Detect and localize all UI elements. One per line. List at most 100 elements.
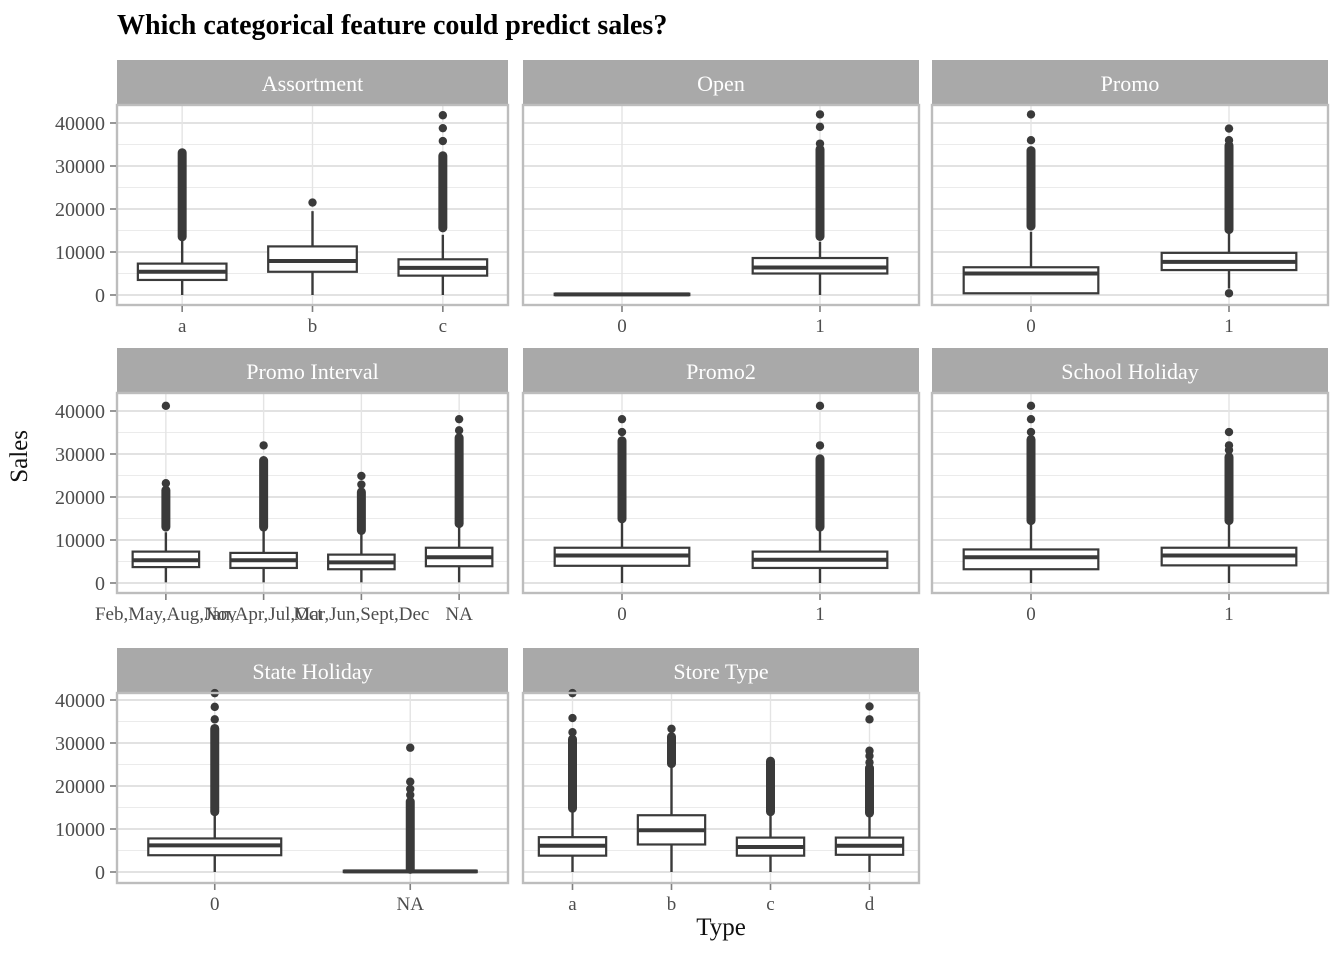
facet-strip [932,60,1328,105]
outlier-band [405,797,415,874]
chart-title: Which categorical feature could predict … [117,10,668,41]
x-tick-label: Feb,May,Aug,Nov [95,604,237,625]
panel-border [521,391,921,595]
outlier-band [667,732,676,769]
outlier-point [667,724,676,734]
x-tick-label: a [178,316,187,337]
outlier-band [617,436,627,524]
boxplot [1160,427,1298,583]
outlier-band [438,151,448,233]
panel-border [521,691,921,885]
x-tick-label: d [865,894,875,915]
outlier-band [1026,434,1036,526]
outlier-point [308,198,317,207]
y-tick-label: 0 [95,285,105,307]
outlier-point [617,414,627,424]
facet-panel: Promo2 0 1 [521,348,921,625]
outlier-point [259,441,268,450]
outlier-point [1224,124,1234,133]
y-tick-label: 0 [95,862,105,884]
x-tick-label: 1 [1224,604,1234,625]
boxplot [131,401,201,583]
outlier-point [438,123,448,133]
facet-strip [117,648,508,693]
outlier-point [454,426,464,435]
facet-panel: Store Type a b c d [521,648,921,915]
outlier-point [406,784,415,794]
facet-strip-label: Assortment [262,71,363,96]
outlier-band [1026,146,1036,231]
outlier-point [1026,136,1036,145]
facet-strip [523,648,919,693]
facet-panel: Assortment a b c 0 10000 20000 30000 40000 [55,60,510,337]
panel-border [521,103,921,307]
outlier-band [865,763,874,818]
boxplot [147,688,283,872]
outlier-band [161,485,171,532]
outlier-point [357,471,366,481]
panel-border [115,691,510,885]
outlier-band [1224,140,1234,235]
boxplot [962,401,1100,583]
box-iqr [962,548,1100,571]
x-tick-label: 0 [1026,316,1036,337]
outlier-point [1026,401,1036,411]
outlier-point [1224,289,1234,298]
outlier-point [865,702,874,711]
boxplot [229,441,298,583]
boxplot [553,414,691,583]
x-tick-label: NA [397,894,425,915]
x-tick-label: a [568,894,577,915]
y-tick-label: 30000 [55,156,105,178]
outlier-point [1224,427,1234,437]
x-tick-label: 1 [815,604,825,625]
facet-panel: State Holiday 0 NA 0 10000 20000 30000 40000 [55,648,510,915]
boxplot [327,471,396,583]
panel-border [115,103,510,307]
outlier-point [406,743,415,752]
x-tick-label: 0 [1026,604,1036,625]
boxplot [751,401,889,583]
outlier-point [865,746,874,755]
outlier-point [815,139,825,148]
outlier-point [617,427,627,437]
boxplot [397,111,489,295]
panel-border [930,103,1330,307]
facet-panel: Open 0 1 [521,60,921,337]
boxplot [342,743,478,874]
panel-background [523,105,919,305]
outlier-point [1026,427,1036,437]
boxplot [636,724,707,872]
x-tick-label: c [439,316,447,337]
outlier-point [568,728,577,737]
outlier-point [210,715,219,724]
facet-strip-label: Open [697,71,745,96]
outlier-point [161,479,171,488]
x-tick-label: 1 [1224,316,1234,337]
outlier-point [815,122,825,132]
x-tick-label: 0 [617,604,627,625]
outlier-point [357,480,366,489]
y-tick-label: 30000 [55,444,105,466]
y-tick-label: 20000 [55,199,105,221]
facet-strip-label: Promo [1101,71,1160,96]
outlier-band [454,433,464,529]
facet-strip-label: Promo2 [686,359,756,384]
outlier-point [438,136,448,146]
outlier-point [568,713,577,723]
boxplot [1160,124,1298,298]
boxplot [751,110,889,295]
y-axis-title: Sales [6,430,33,483]
boxplot [735,756,806,872]
outlier-point [815,441,825,450]
outlier-point [210,702,219,712]
outlier-band [1224,452,1234,526]
y-tick-label: 40000 [55,113,105,135]
facet-panel: School Holiday 0 1 [930,348,1330,625]
outlier-point [454,414,464,424]
x-tick-label: Mar,Jun,Sept,Dec [293,604,429,625]
boxplot [267,198,358,295]
y-tick-label: 20000 [55,776,105,798]
